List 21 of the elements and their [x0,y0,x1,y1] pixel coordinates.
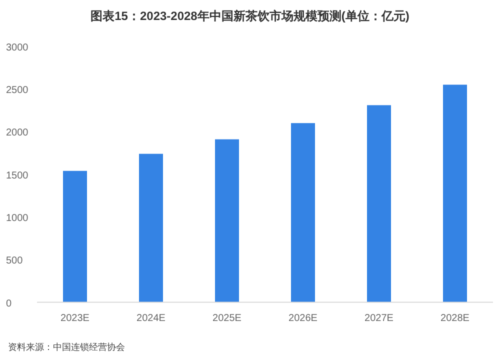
x-tick-label: 2024E [136,313,166,324]
x-tick-label: 2025E [212,313,242,324]
x-tick-label: 2028E [440,313,470,324]
y-tick-label: 500 [6,256,24,267]
x-tick-label: 2026E [288,313,318,324]
y-tick-label: 1500 [6,170,29,182]
text: 资料来源：中国连锁经营协会 [8,342,125,352]
bar [139,154,163,302]
y-tick-label: 2000 [6,128,29,139]
x-tick-label: 2027E [364,313,394,324]
y-tick-label: 0 [6,298,12,310]
bar [443,84,467,302]
y-tick-label: 2500 [6,84,29,96]
bar [215,139,239,302]
y-tick-label: 1000 [6,212,29,224]
y-tick-label: 3000 [6,42,29,54]
bar [291,123,315,302]
x-tick-label: 2023E [60,313,90,324]
bar [367,105,391,302]
bar [63,170,87,302]
chart-title: 图表15：2023-2028年中国新茶饮市场规模预测(单位：亿元) [90,9,410,23]
